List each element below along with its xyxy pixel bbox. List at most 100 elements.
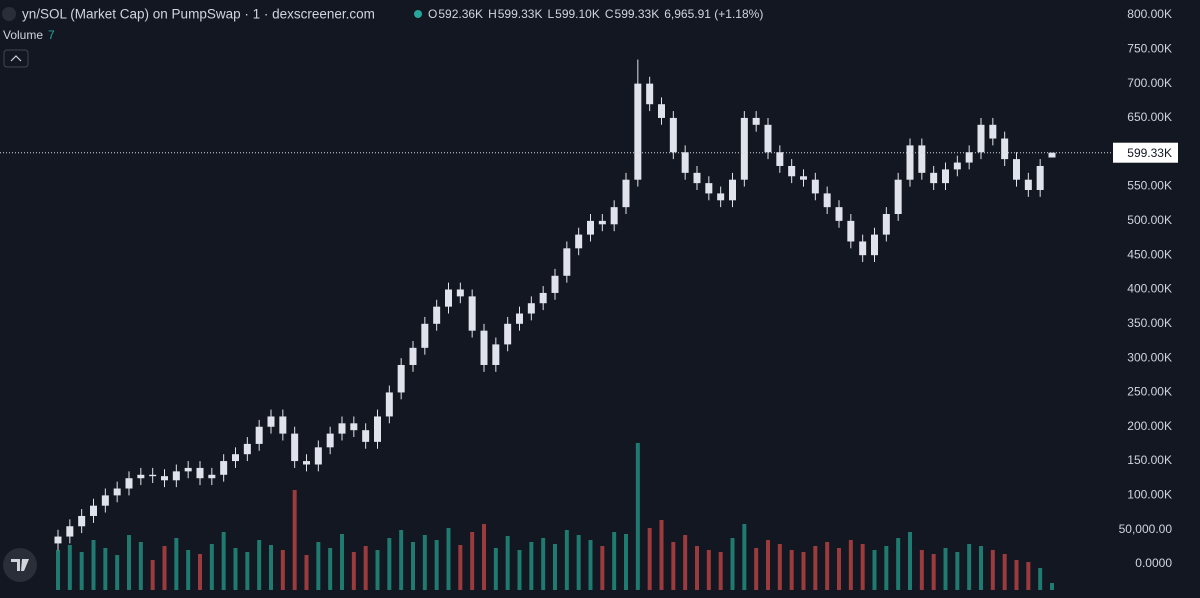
- volume-bar: [162, 546, 167, 590]
- candle-body: [409, 347, 417, 365]
- candle-body: [669, 117, 677, 153]
- candle-body: [823, 193, 831, 208]
- candle-body: [385, 392, 393, 417]
- volume-bar: [541, 538, 546, 590]
- ohlc-value: 592.36K: [438, 7, 483, 21]
- volume-bar: [553, 544, 557, 590]
- candle-body: [539, 292, 547, 304]
- volume-bar: [458, 545, 463, 590]
- candle-body: [101, 495, 109, 506]
- ohlc-header: O 592.36K H 599.33K L 599.10K C 599.33K 6,965.91…: [428, 7, 763, 21]
- change: 6,965.91 (+1.18%): [664, 7, 763, 21]
- y-tick-label: 800.00K: [1127, 7, 1172, 21]
- candle-body: [468, 296, 476, 331]
- chart-title: yn/SOL (Market Cap) on PumpSwap · 1 · de…: [22, 7, 375, 22]
- candle-body: [433, 306, 441, 324]
- candle-body: [362, 430, 370, 442]
- volume-bar: [209, 544, 214, 590]
- candle-body: [184, 467, 192, 472]
- candle-body: [338, 423, 346, 434]
- plot-area: 0.0000 50,000.00 100.00K 150.00K 200.00K 250.…: [0, 7, 1178, 590]
- volume-bar: [931, 554, 936, 590]
- volume-bar: [860, 544, 865, 590]
- volume-bar: [375, 550, 380, 590]
- y-tick-label: 400.00K: [1127, 282, 1172, 296]
- volume-bar: [801, 552, 806, 590]
- volume-bar: [742, 524, 747, 590]
- candle-body: [504, 323, 512, 345]
- volume-bar: [1038, 568, 1043, 590]
- candle-body: [54, 536, 62, 544]
- candle-body: [622, 179, 630, 208]
- volume-bar: [482, 524, 486, 590]
- volume-bar: [1014, 560, 1019, 590]
- y-tick-label: 650.00K: [1127, 110, 1172, 124]
- candle-body: [516, 313, 523, 324]
- candle-body: [480, 330, 488, 365]
- candle-body: [303, 461, 310, 465]
- candle-body: [326, 433, 334, 448]
- volume-bar: [695, 546, 699, 590]
- volume-bar: [387, 538, 392, 590]
- volume-bar: [257, 540, 262, 590]
- candle-body: [397, 364, 405, 393]
- volume-bar: [328, 548, 333, 590]
- y-tick-label: 150.00K: [1127, 453, 1172, 467]
- volume-bar: [588, 540, 593, 590]
- volume-bar: [777, 544, 782, 590]
- volume-bar: [221, 532, 226, 590]
- volume-bar: [245, 552, 250, 590]
- volume-bar: [340, 534, 344, 590]
- volume-bar: [706, 550, 711, 590]
- candle-body: [172, 471, 180, 481]
- y-tick-label: 100.00K: [1127, 488, 1172, 502]
- y-tick-label: 450.00K: [1127, 247, 1172, 261]
- y-tick-label: 250.00K: [1127, 385, 1172, 399]
- volume-bar: [730, 538, 735, 590]
- volume-bar: [919, 550, 924, 590]
- volume-bar: [624, 534, 628, 590]
- candle-body: [658, 104, 665, 118]
- candle-body: [78, 515, 86, 527]
- ohlc-key: H: [488, 7, 497, 21]
- ohlc-key: O: [428, 7, 437, 21]
- volume-bar: [647, 528, 652, 590]
- collapse-button[interactable]: [3, 49, 29, 68]
- volume-bar: [351, 552, 356, 590]
- candle-body: [646, 83, 654, 105]
- volume-bar: [967, 544, 972, 590]
- candle-body: [492, 344, 500, 365]
- volume-bar: [233, 548, 238, 590]
- candle-body: [161, 476, 168, 481]
- volume-bar: [411, 542, 415, 590]
- candle-body: [1001, 138, 1009, 160]
- volume-bar: [505, 536, 510, 590]
- y-tick-label: 750.00K: [1127, 41, 1172, 55]
- status-dot: [414, 10, 422, 18]
- volume-bar: [115, 555, 120, 590]
- candle-body: [871, 234, 878, 256]
- candle-body: [90, 505, 97, 516]
- candle-body: [811, 179, 819, 194]
- candle-body: [551, 275, 559, 293]
- volume-bar: [304, 555, 309, 590]
- volume-bar: [470, 532, 475, 590]
- candle-body: [847, 220, 855, 242]
- y-tick-label: 300.00K: [1127, 350, 1172, 364]
- volume-bar: [399, 530, 404, 590]
- volume-bar: [837, 548, 841, 590]
- candle-body: [456, 289, 464, 297]
- candle-body: [1024, 179, 1032, 190]
- volume-bar: [186, 550, 191, 590]
- candle-body: [1036, 165, 1044, 190]
- volume-bar: [174, 538, 179, 590]
- candle-body: [740, 117, 748, 180]
- candle-body: [705, 183, 713, 194]
- tv-logo-mark: [11, 559, 29, 571]
- y-tick-label: 50,000.00: [1119, 522, 1173, 536]
- volume-bar: [363, 546, 368, 590]
- candle-body: [1013, 159, 1020, 180]
- volume-bar: [138, 542, 143, 590]
- y-tick-label: 0.0000: [1135, 556, 1172, 570]
- volume-bar: [1002, 554, 1007, 590]
